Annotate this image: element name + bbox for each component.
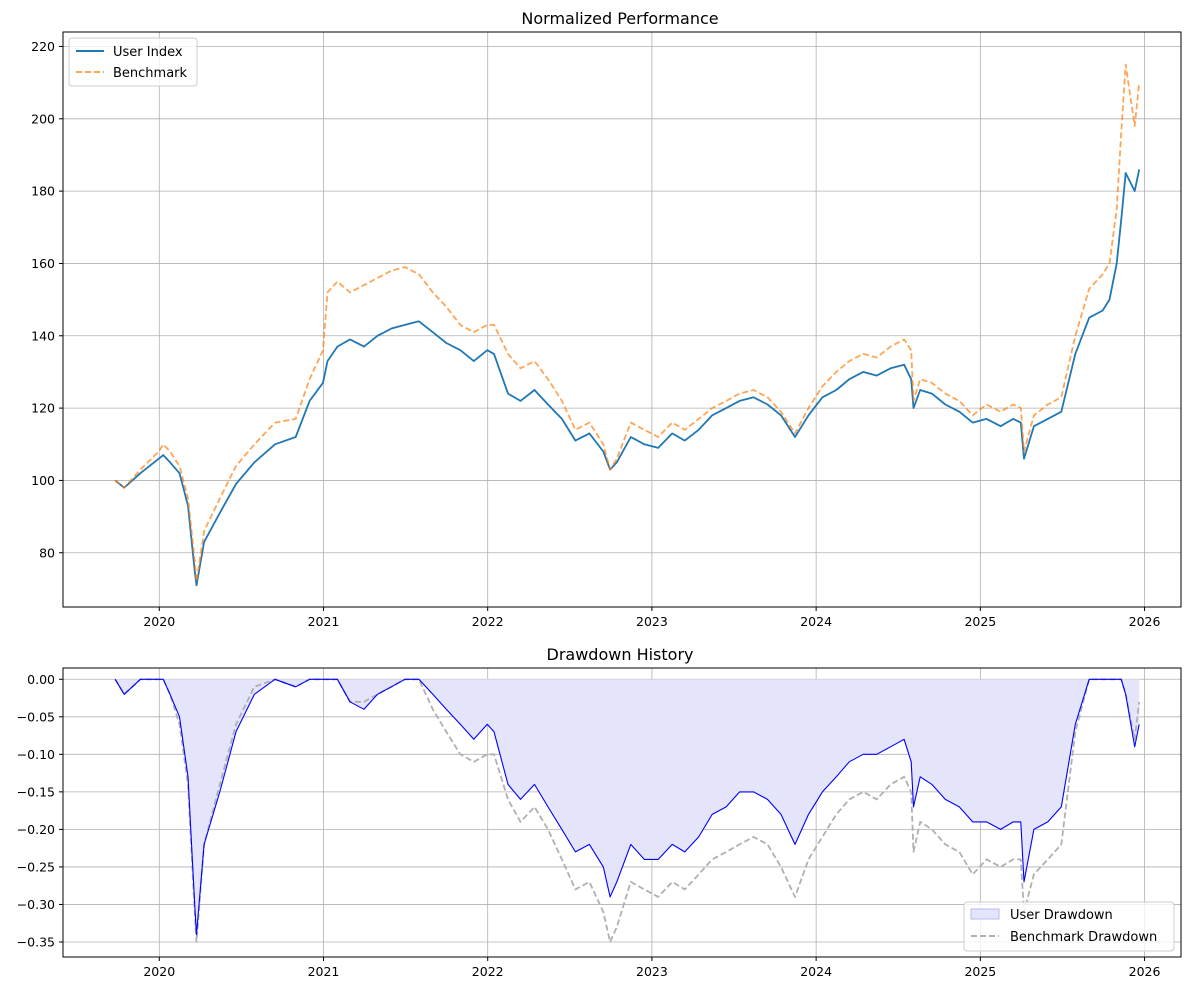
drawdown-y-tick-label-0: 0.00 xyxy=(27,672,55,687)
drawdown-x-ticks: 2020 2021 2022 2023 2024 2025 2026 xyxy=(143,957,1161,979)
drawdown-y-tick-label-0-15: −0.15 xyxy=(17,784,55,799)
drawdown-chart-title: Drawdown History xyxy=(547,645,694,664)
series-area-user-drawdown xyxy=(115,679,1140,935)
performance-chart-title: Normalized Performance xyxy=(521,9,718,28)
drawdown-y-tick-label-0-3: −0.30 xyxy=(17,897,55,912)
drawdown-axes-frame xyxy=(62,667,1182,958)
performance-x-tick-label-2025: 2025 xyxy=(964,614,996,629)
series-line-user-index xyxy=(114,169,1141,587)
drawdown-legend: User Drawdown Benchmark Drawdown xyxy=(963,901,1175,952)
performance-y-tick-label-220: 220 xyxy=(31,39,55,54)
performance-y-tick-label-100: 100 xyxy=(31,473,55,488)
drawdown-x-tick-label-2022: 2022 xyxy=(472,964,504,979)
performance-y-tick-label-140: 140 xyxy=(31,328,55,343)
performance-x-tick-label-2026: 2026 xyxy=(1129,614,1161,629)
drawdown-x-tick-label-2023: 2023 xyxy=(636,964,668,979)
performance-x-ticks: 2020 2021 2022 2023 2024 2025 2026 xyxy=(143,607,1161,629)
drawdown-x-tick-label-2025: 2025 xyxy=(964,964,996,979)
legend-label-benchmark-drawdown: Benchmark Drawdown xyxy=(1010,930,1157,945)
performance-y-ticks: 80 100 120 140 160 180 200 220 xyxy=(31,39,63,560)
legend-label-user-drawdown: User Drawdown xyxy=(1010,908,1113,923)
performance-y-tick-label-200: 200 xyxy=(31,111,55,126)
performance-x-tick-label-2023: 2023 xyxy=(636,614,668,629)
performance-y-tick-label-80: 80 xyxy=(39,545,55,560)
drawdown-y-tick-label-0-25: −0.25 xyxy=(17,859,55,874)
drawdown-x-tick-label-2026: 2026 xyxy=(1129,964,1161,979)
drawdown-y-tick-label-0-35: −0.35 xyxy=(17,934,55,949)
legend-swatch-user-drawdown xyxy=(970,908,1000,920)
drawdown-series xyxy=(114,678,1141,943)
performance-x-tick-label-2024: 2024 xyxy=(800,614,832,629)
drawdown-y-tick-label-0-2: −0.20 xyxy=(17,822,55,837)
performance-y-tick-label-120: 120 xyxy=(31,401,55,416)
legend-label-benchmark: Benchmark xyxy=(113,66,188,81)
performance-legend: User Index Benchmark xyxy=(68,37,198,87)
performance-x-tick-label-2021: 2021 xyxy=(308,614,340,629)
drawdown-legend-box xyxy=(963,901,1175,952)
performance-axes-frame xyxy=(62,31,1182,608)
drawdown-y-tick-label-0-1: −0.10 xyxy=(17,747,55,762)
series-line-user-drawdown xyxy=(114,678,1140,936)
performance-series xyxy=(114,63,1141,587)
performance-grid xyxy=(63,32,1181,607)
drawdown-chart: Drawdown History 2020 2021 2022 2023 2024 202… xyxy=(17,645,1182,979)
drawdown-x-tick-label-2021: 2021 xyxy=(308,964,340,979)
performance-x-tick-label-2020: 2020 xyxy=(143,614,175,629)
drawdown-y-ticks: 0.00 −0.05 −0.10 −0.15 −0.20 −0.25 −0.30 −0.35 xyxy=(17,672,63,949)
performance-x-tick-label-2022: 2022 xyxy=(472,614,504,629)
legend-label-user-index: User Index xyxy=(113,45,183,60)
performance-y-tick-label-180: 180 xyxy=(31,184,55,199)
performance-y-tick-label-160: 160 xyxy=(31,256,55,271)
drawdown-x-tick-label-2024: 2024 xyxy=(800,964,832,979)
drawdown-x-tick-label-2020: 2020 xyxy=(143,964,175,979)
performance-chart: Normalized Performance 2020 2021 2022 2023 2… xyxy=(31,9,1182,629)
drawdown-y-tick-label-0-05: −0.05 xyxy=(17,709,55,724)
